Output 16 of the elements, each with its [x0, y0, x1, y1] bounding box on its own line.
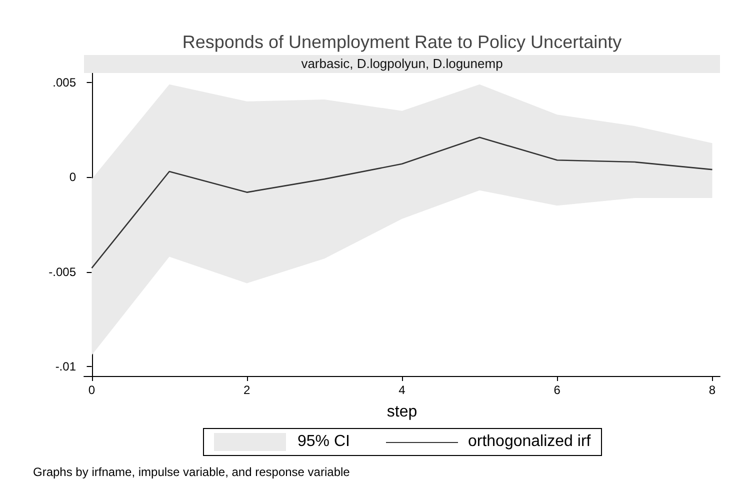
- y-tick-label: .005: [52, 75, 76, 90]
- y-tick-label: -.01: [55, 360, 76, 374]
- text: 95% CI: [298, 433, 350, 451]
- x-tick-label: 2: [244, 383, 251, 397]
- y-tick-label: -.005: [48, 264, 76, 279]
- x-tick-label: 8: [708, 383, 716, 397]
- x-tick-label: 6: [554, 383, 561, 397]
- x-tick-label: 4: [398, 383, 406, 397]
- x-axis-title: step: [386, 404, 418, 420]
- x-tick-label: 0: [88, 383, 96, 397]
- line-series: [91, 136, 713, 269]
- text: Graphs by irfname, impulse variable, and response variable: [33, 465, 350, 479]
- chart-title: Responds of Unemployment Rate to Policy Uncertainty: [181, 32, 623, 53]
- y-tick-label: 0: [69, 170, 76, 184]
- legend-label: orthogonalized irf: [468, 433, 591, 451]
- chart-subtitle: varbasic, D.logpolyun, D.logunemp: [84, 55, 720, 73]
